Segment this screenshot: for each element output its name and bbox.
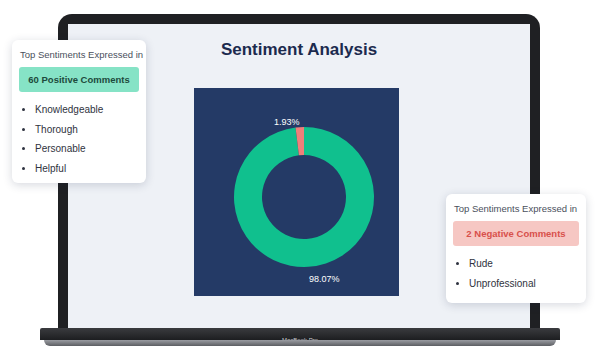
html-text:Knowledgeable: Knowledgeable	[35, 104, 104, 115]
html-text:Top Sentiments Expressed in: Top Sentiments Expressed in	[20, 49, 143, 60]
html-text:Top Sentiments Expressed in: Top Sentiments Expressed in	[454, 203, 577, 214]
html-text:Rude: Rude	[469, 258, 493, 269]
html-text:Sentiment Analysis: Sentiment Analysis	[220, 40, 378, 59]
html-text:Helpful: Helpful	[35, 162, 67, 174]
svg-text:98.07%: 98.07%	[309, 274, 340, 284]
html-text:Personable: Personable	[35, 143, 86, 154]
html-text:MacBook Pro: MacBook Pro	[282, 337, 318, 343]
html-text:Thorough: Thorough	[35, 123, 78, 135]
svg-text:1.93%: 1.93%	[274, 117, 300, 127]
html-text:Unprofessional: Unprofessional	[469, 278, 536, 289]
html-text:2 Negative Comments: 2 Negative Comments	[466, 228, 566, 239]
html-text:60 Positive Comments: 60 Positive Comments	[28, 74, 130, 85]
